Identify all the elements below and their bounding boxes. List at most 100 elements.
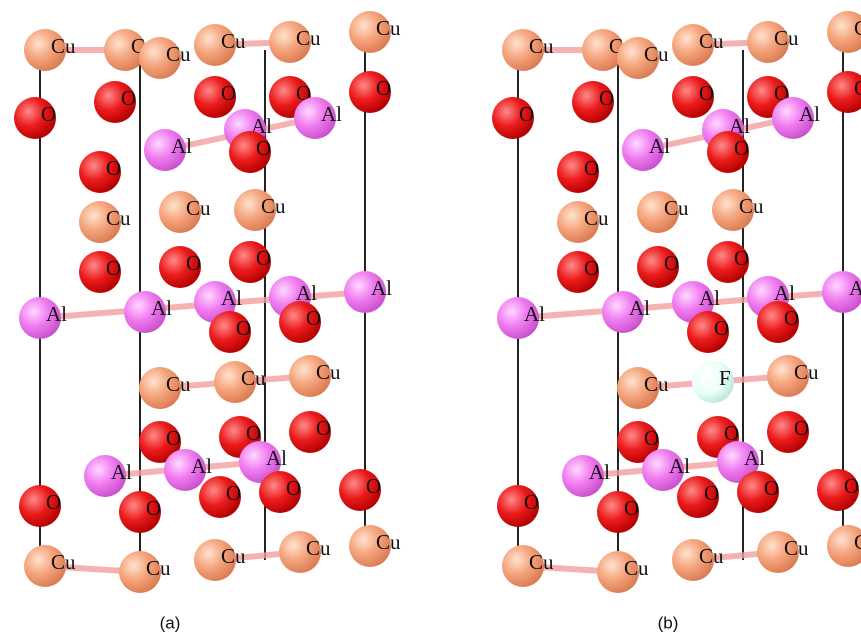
- atom-label: O: [256, 246, 271, 270]
- atom-label: Cu: [166, 372, 191, 396]
- atom-label: O: [146, 496, 161, 520]
- atom: O: [672, 76, 714, 118]
- atom: Al: [822, 271, 861, 313]
- atom: Al: [294, 97, 342, 139]
- atom: Cu: [349, 525, 401, 567]
- atom: Cu: [194, 24, 246, 66]
- atom-label: Al: [524, 302, 545, 326]
- atom: Cu: [194, 539, 246, 581]
- atom: Cu: [502, 29, 554, 71]
- atom-label: Cu: [221, 544, 246, 568]
- atom-label: Cu: [166, 42, 191, 66]
- atom-label: O: [784, 306, 799, 330]
- caption: (b): [658, 613, 679, 632]
- atom: Cu: [712, 189, 764, 231]
- atom-label: O: [41, 102, 56, 126]
- atom-label: Cu: [106, 206, 131, 230]
- atom: O: [79, 151, 121, 193]
- atom-label: Al: [151, 296, 172, 320]
- atom-label: Al: [321, 102, 342, 126]
- atom: O: [737, 471, 779, 513]
- atom-label: O: [256, 136, 271, 160]
- atom-label: Al: [266, 446, 287, 470]
- atom-label: O: [584, 256, 599, 280]
- atom-label: O: [46, 490, 61, 514]
- atom-label: O: [366, 474, 381, 498]
- figure: CuCuCuCuCuCuOOOOOAlAlAlOOCuCuCuOOOAlAlAl…: [0, 0, 861, 638]
- atom-label: Cu: [261, 194, 286, 218]
- atom-label: Cu: [624, 556, 649, 580]
- atom: O: [707, 131, 749, 173]
- atom-label: Cu: [529, 34, 554, 58]
- atom: Cu: [159, 191, 211, 233]
- atom-label: O: [644, 426, 659, 450]
- atom: O: [827, 71, 861, 113]
- atom: Al: [19, 297, 67, 339]
- atom-label: O: [664, 251, 679, 275]
- atom: O: [817, 469, 859, 511]
- atom-label: Cu: [699, 544, 724, 568]
- atom-label: Al: [371, 276, 392, 300]
- atom: Cu: [214, 361, 266, 403]
- atom: O: [229, 241, 271, 283]
- atom: Cu: [502, 545, 554, 587]
- atom-label: Cu: [664, 196, 689, 220]
- atom-label: Cu: [644, 42, 669, 66]
- atom: Cu: [672, 24, 724, 66]
- atom-label: O: [226, 481, 241, 505]
- atom-label: Cu: [186, 196, 211, 220]
- atom: O: [767, 411, 809, 453]
- atom-label: O: [519, 102, 534, 126]
- atom-label: O: [376, 76, 391, 100]
- atom: Al: [144, 129, 192, 171]
- atom: O: [492, 97, 534, 139]
- atom: O: [572, 81, 614, 123]
- atom-label: Cu: [774, 26, 799, 50]
- atom: O: [339, 469, 381, 511]
- atom: O: [677, 476, 719, 518]
- atom-label: Al: [111, 460, 132, 484]
- atom-label: O: [584, 156, 599, 180]
- atom-label: Cu: [854, 530, 861, 554]
- atom: Cu: [24, 29, 76, 71]
- atom-label: O: [714, 316, 729, 340]
- atom-label: Cu: [794, 360, 819, 384]
- atom: O: [279, 301, 321, 343]
- atom: O: [209, 311, 251, 353]
- atom-label: O: [306, 306, 321, 330]
- atom-label: Cu: [784, 536, 809, 560]
- atom: Cu: [269, 21, 321, 63]
- atom-label: Al: [669, 454, 690, 478]
- atom-label: O: [699, 81, 714, 105]
- atom-label: O: [764, 476, 779, 500]
- atom-label: O: [624, 496, 639, 520]
- atom: Al: [562, 455, 610, 497]
- atom-label: O: [121, 86, 136, 110]
- atom: Al: [772, 97, 820, 139]
- atom: Al: [344, 271, 392, 313]
- atom-label: F: [719, 366, 731, 390]
- atom-label: O: [106, 256, 121, 280]
- atom-label: Al: [171, 134, 192, 158]
- atom: Al: [84, 455, 132, 497]
- atom: Cu: [597, 551, 649, 593]
- atom: Cu: [557, 201, 609, 243]
- atom: O: [14, 97, 56, 139]
- atom: Cu: [79, 201, 131, 243]
- atom: Cu: [617, 37, 669, 79]
- atom-label: O: [854, 76, 861, 100]
- atom-label: Cu: [51, 34, 76, 58]
- atom: O: [194, 76, 236, 118]
- atom: F: [692, 361, 734, 403]
- atom-label: Cu: [644, 372, 669, 396]
- atom: O: [597, 491, 639, 533]
- atom: Cu: [757, 531, 809, 573]
- atom-label: Cu: [699, 29, 724, 53]
- atom-label: Cu: [376, 530, 401, 554]
- atom-label: O: [524, 490, 539, 514]
- atom: Cu: [139, 367, 191, 409]
- atom-label: Al: [849, 276, 861, 300]
- atom: Cu: [119, 551, 171, 593]
- atom: O: [687, 311, 729, 353]
- atom: Cu: [827, 11, 861, 53]
